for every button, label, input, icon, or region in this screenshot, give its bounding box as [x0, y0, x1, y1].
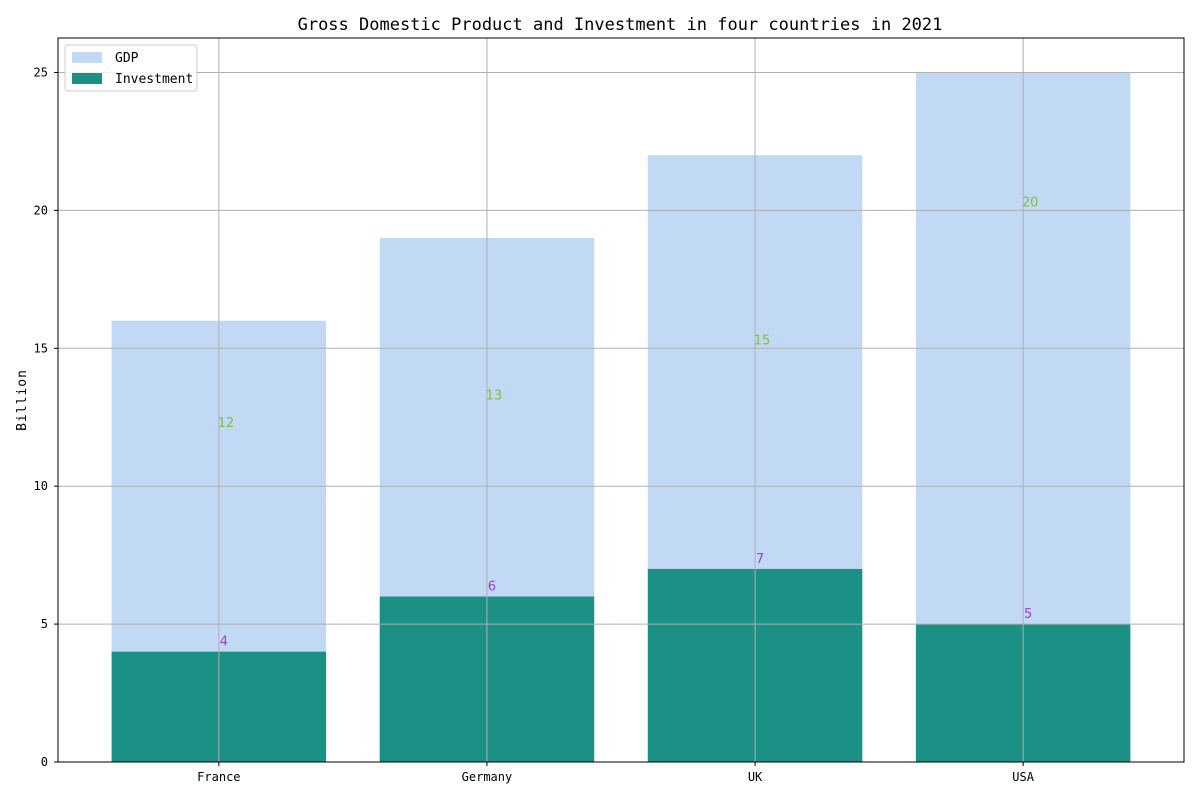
x-tick-label: UK	[748, 770, 763, 784]
legend-label-investment: Investment	[115, 72, 193, 87]
y-tick-label: 10	[34, 479, 48, 493]
x-tick-label: Germany	[462, 770, 513, 784]
data-label-investment: 6	[488, 580, 496, 595]
legend-label-gdp: GDP	[115, 51, 139, 66]
data-label-gdp: 12	[218, 416, 235, 431]
legend-swatch-gdp	[72, 52, 102, 63]
y-tick-label: 5	[41, 617, 48, 631]
x-tick-label: USA	[1012, 770, 1034, 784]
y-tick-label: 25	[34, 65, 48, 79]
data-label-investment: 7	[756, 552, 764, 567]
data-label-gdp: 15	[754, 333, 771, 348]
data-label-investment: 5	[1024, 607, 1032, 622]
legend-swatch-investment	[72, 73, 102, 84]
y-tick-label: 15	[34, 341, 48, 355]
legend: GDP Investment	[64, 44, 198, 92]
y-tick-label: 0	[41, 755, 48, 769]
y-tick-label: 20	[34, 203, 48, 217]
chart-title: Gross Domestic Product and Investment in…	[298, 15, 943, 35]
y-axis-label: Billion	[15, 369, 30, 431]
data-label-investment: 4	[220, 635, 228, 650]
data-label-gdp: 20	[1022, 195, 1039, 210]
x-tick-label: France	[197, 770, 240, 784]
plot-area: 12 13 15 20 4 6 7 5 0 5 10 15 20 25 France Germany UK USA	[34, 37, 1185, 784]
data-label-gdp: 13	[486, 388, 503, 403]
plot-frame	[57, 37, 1185, 763]
